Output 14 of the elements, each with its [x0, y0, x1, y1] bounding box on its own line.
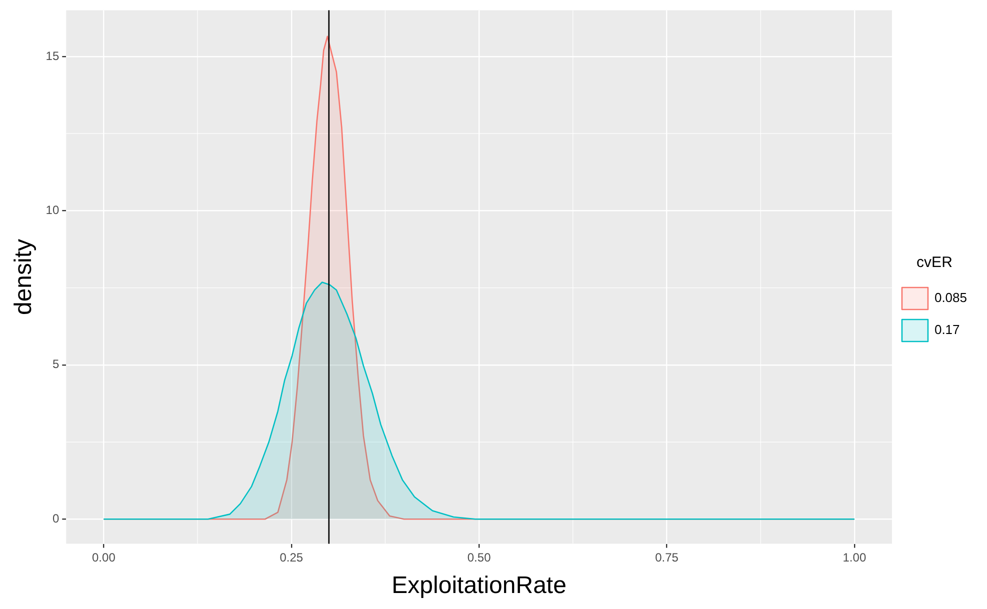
x-tick-label: 0.00 [92, 550, 116, 564]
y-tick-label: 5 [52, 357, 60, 372]
legend-label: 0.17 [934, 322, 960, 338]
x-tick-label: 0.25 [280, 550, 304, 564]
y-tick-label: 10 [46, 203, 60, 217]
legend-title: cvER [916, 254, 953, 272]
x-axis-title: ExploitationRate [392, 572, 566, 600]
y-tick-label: 0 [52, 511, 60, 526]
x-tick-label: 0.50 [467, 550, 492, 564]
y-axis-title: density [10, 238, 38, 316]
x-tick-label: 0.75 [655, 550, 679, 564]
y-tick-label: 15 [46, 48, 60, 63]
legend-label: 0.085 [934, 290, 968, 306]
x-tick-label: 1.00 [842, 550, 866, 564]
